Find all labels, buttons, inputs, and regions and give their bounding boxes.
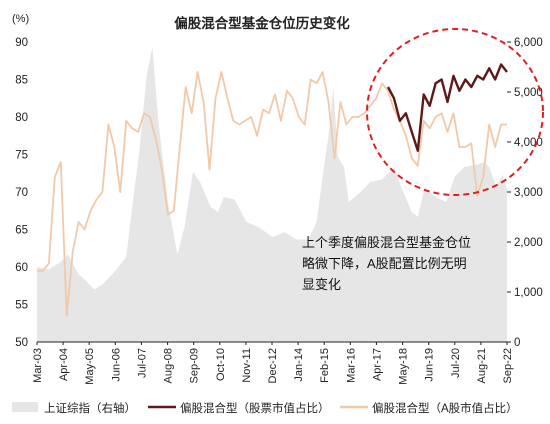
x-tick-label: Mar-16: [345, 348, 357, 383]
x-axis-ticks: Mar-03 Apr-04 May-05 Jun-06 Jul-07 Aug-08 Sep-…: [32, 342, 514, 385]
series-line-stock-market-share: [386, 63, 508, 152]
left-tick-label: 55: [15, 300, 28, 312]
left-tick-label: 60: [15, 262, 28, 274]
x-tick-label: Jan-14: [293, 348, 305, 382]
legend-swatch-area: [12, 402, 38, 412]
x-tick-label: Jun-19: [424, 348, 436, 382]
right-axis-ticks: 6,000 5,000 4,000 3,000 2,000 1,000 0: [507, 37, 543, 349]
left-tick-label: 90: [15, 37, 28, 49]
legend-label-a-share-market-share: 偏股混合型（A股市值占比）: [372, 401, 518, 415]
right-tick-label: 6,000: [514, 37, 543, 49]
x-tick-label: Apr-04: [58, 348, 70, 381]
x-tick-label: May-05: [84, 348, 96, 385]
left-tick-label: 80: [15, 112, 28, 124]
right-tick-label: 3,000: [514, 187, 543, 199]
x-tick-label: Dec-12: [267, 348, 279, 383]
x-tick-label: Nov-11: [241, 348, 253, 383]
series-area-shanghai-index: [37, 47, 507, 342]
x-tick-label: Apr-17: [371, 348, 383, 381]
x-tick-label: Jul-20: [450, 348, 462, 378]
left-tick-label: 50: [15, 337, 28, 349]
legend-label-shanghai-index: 上证综指（右轴）: [44, 401, 136, 415]
legend-item-shanghai-index: 上证综指（右轴）: [12, 401, 136, 415]
left-tick-label: 85: [15, 75, 28, 87]
x-tick-label: Aug-21: [476, 348, 488, 383]
x-tick-label: Sep-09: [189, 348, 201, 383]
series-line-a-share-market-share: [37, 71, 507, 317]
shanghai-index-area-layer: [37, 47, 507, 342]
right-tick-label: 5,000: [514, 87, 543, 99]
x-tick-label: Mar-03: [32, 348, 44, 383]
x-tick-label: Oct-10: [215, 348, 227, 381]
right-tick-label: 0: [514, 337, 520, 349]
left-axis-unit: (%): [12, 13, 29, 25]
x-tick-label: Aug-08: [163, 348, 175, 383]
legend-label-stock-market-share: 偏股混合型（股票市值占比）: [180, 401, 330, 415]
legend-item-stock-market-share: 偏股混合型（股票市值占比）: [148, 401, 330, 415]
left-tick-label: 75: [15, 150, 28, 162]
x-tick-label: May-18: [398, 348, 410, 385]
left-tick-label: 70: [15, 187, 28, 199]
x-tick-label: Sep-22: [502, 348, 514, 383]
annotation-line-3: 显变化: [302, 277, 341, 292]
x-tick-label: Jun-06: [110, 348, 122, 382]
position-lines-layer: [37, 63, 508, 317]
annotation-line-1: 上个季度偏股混合型基金仓位: [302, 235, 471, 250]
annotation-text: 上个季度偏股混合型基金仓位 略微下降，A股配置比例无明 显变化: [302, 235, 471, 292]
right-tick-label: 1,000: [514, 287, 543, 299]
left-axis-ticks: 90 85 80 75 70 65 60 55 50: [15, 37, 28, 349]
highlight-circle: [366, 28, 544, 196]
legend: 上证综指（右轴） 偏股混合型（股票市值占比） 偏股混合型（A股市值占比）: [12, 401, 518, 415]
x-tick-label: Jul-07: [136, 348, 148, 378]
annotation-line-2: 略微下降，A股配置比例无明: [302, 256, 467, 271]
right-tick-label: 2,000: [514, 237, 543, 249]
chart-title: 偏股混合型基金仓位历史变化: [174, 15, 350, 31]
x-tick-label: Feb-15: [319, 348, 331, 383]
legend-item-a-share-market-share: 偏股混合型（A股市值占比）: [340, 401, 518, 415]
right-tick-label: 4,000: [514, 137, 543, 149]
left-tick-label: 65: [15, 225, 28, 237]
